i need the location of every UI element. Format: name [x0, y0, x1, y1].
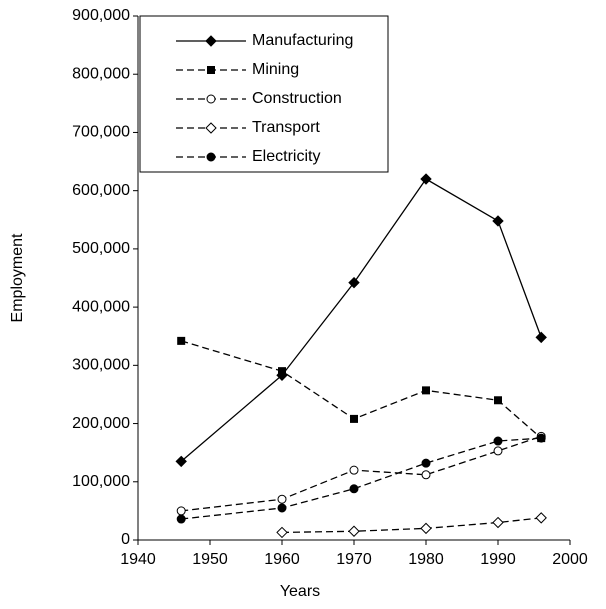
- y-tick-label: 100,000: [72, 473, 130, 490]
- marker: [536, 433, 546, 443]
- marker: [276, 526, 288, 539]
- marker: [176, 514, 186, 524]
- marker: [176, 506, 186, 516]
- x-tick-label: 2000: [552, 551, 588, 568]
- y-tick-label: 600,000: [72, 182, 130, 199]
- x-tick-label: 1940: [120, 551, 156, 568]
- x-tick-label: 1970: [336, 551, 372, 568]
- legend-label: Transport: [252, 119, 320, 136]
- marker: [422, 386, 430, 395]
- marker: [535, 331, 547, 344]
- marker: [420, 522, 432, 535]
- marker: [206, 152, 216, 162]
- marker: [494, 396, 502, 405]
- y-tick-label: 900,000: [72, 7, 130, 24]
- marker: [207, 66, 215, 74]
- marker: [277, 494, 287, 504]
- legend-label: Construction: [252, 90, 342, 107]
- series-line: [181, 340, 542, 439]
- marker: [535, 512, 547, 524]
- legend-label: Manufacturing: [252, 32, 353, 49]
- y-tick-label: 200,000: [72, 415, 130, 432]
- x-tick-label: 1950: [192, 551, 228, 568]
- series-line: [180, 178, 542, 462]
- marker: [205, 122, 217, 134]
- legend-label: Mining: [252, 61, 299, 78]
- x-axis-title: Years: [280, 583, 320, 600]
- y-tick-label: 800,000: [72, 65, 130, 82]
- series-line: [181, 435, 542, 512]
- y-axis-title: Employment: [9, 233, 26, 322]
- y-tick-label: 300,000: [72, 357, 130, 374]
- y-tick-label: 700,000: [72, 124, 130, 141]
- marker: [205, 35, 217, 47]
- legend-label: Electricity: [252, 148, 320, 165]
- y-tick-label: 0: [121, 531, 130, 548]
- marker: [493, 446, 503, 456]
- marker: [420, 173, 432, 185]
- x-tick-label: 1980: [408, 551, 444, 568]
- marker: [278, 367, 286, 376]
- marker: [349, 465, 359, 475]
- marker: [348, 276, 360, 289]
- x-tick-label: 1990: [480, 551, 516, 568]
- marker: [492, 516, 504, 529]
- marker: [421, 458, 431, 468]
- marker: [492, 215, 504, 227]
- legend-box: [139, 15, 389, 173]
- y-tick-label: 500,000: [72, 240, 130, 257]
- marker: [206, 94, 216, 104]
- series-line: [181, 437, 542, 520]
- marker: [493, 436, 503, 446]
- marker: [348, 525, 360, 537]
- marker: [350, 414, 358, 423]
- marker: [177, 336, 186, 345]
- series-line: [281, 517, 542, 534]
- marker: [349, 484, 359, 494]
- marker: [277, 503, 287, 513]
- y-tick-label: 400,000: [72, 298, 130, 315]
- marker: [421, 470, 431, 480]
- marker: [175, 455, 187, 468]
- x-tick-label: 1960: [264, 551, 300, 568]
